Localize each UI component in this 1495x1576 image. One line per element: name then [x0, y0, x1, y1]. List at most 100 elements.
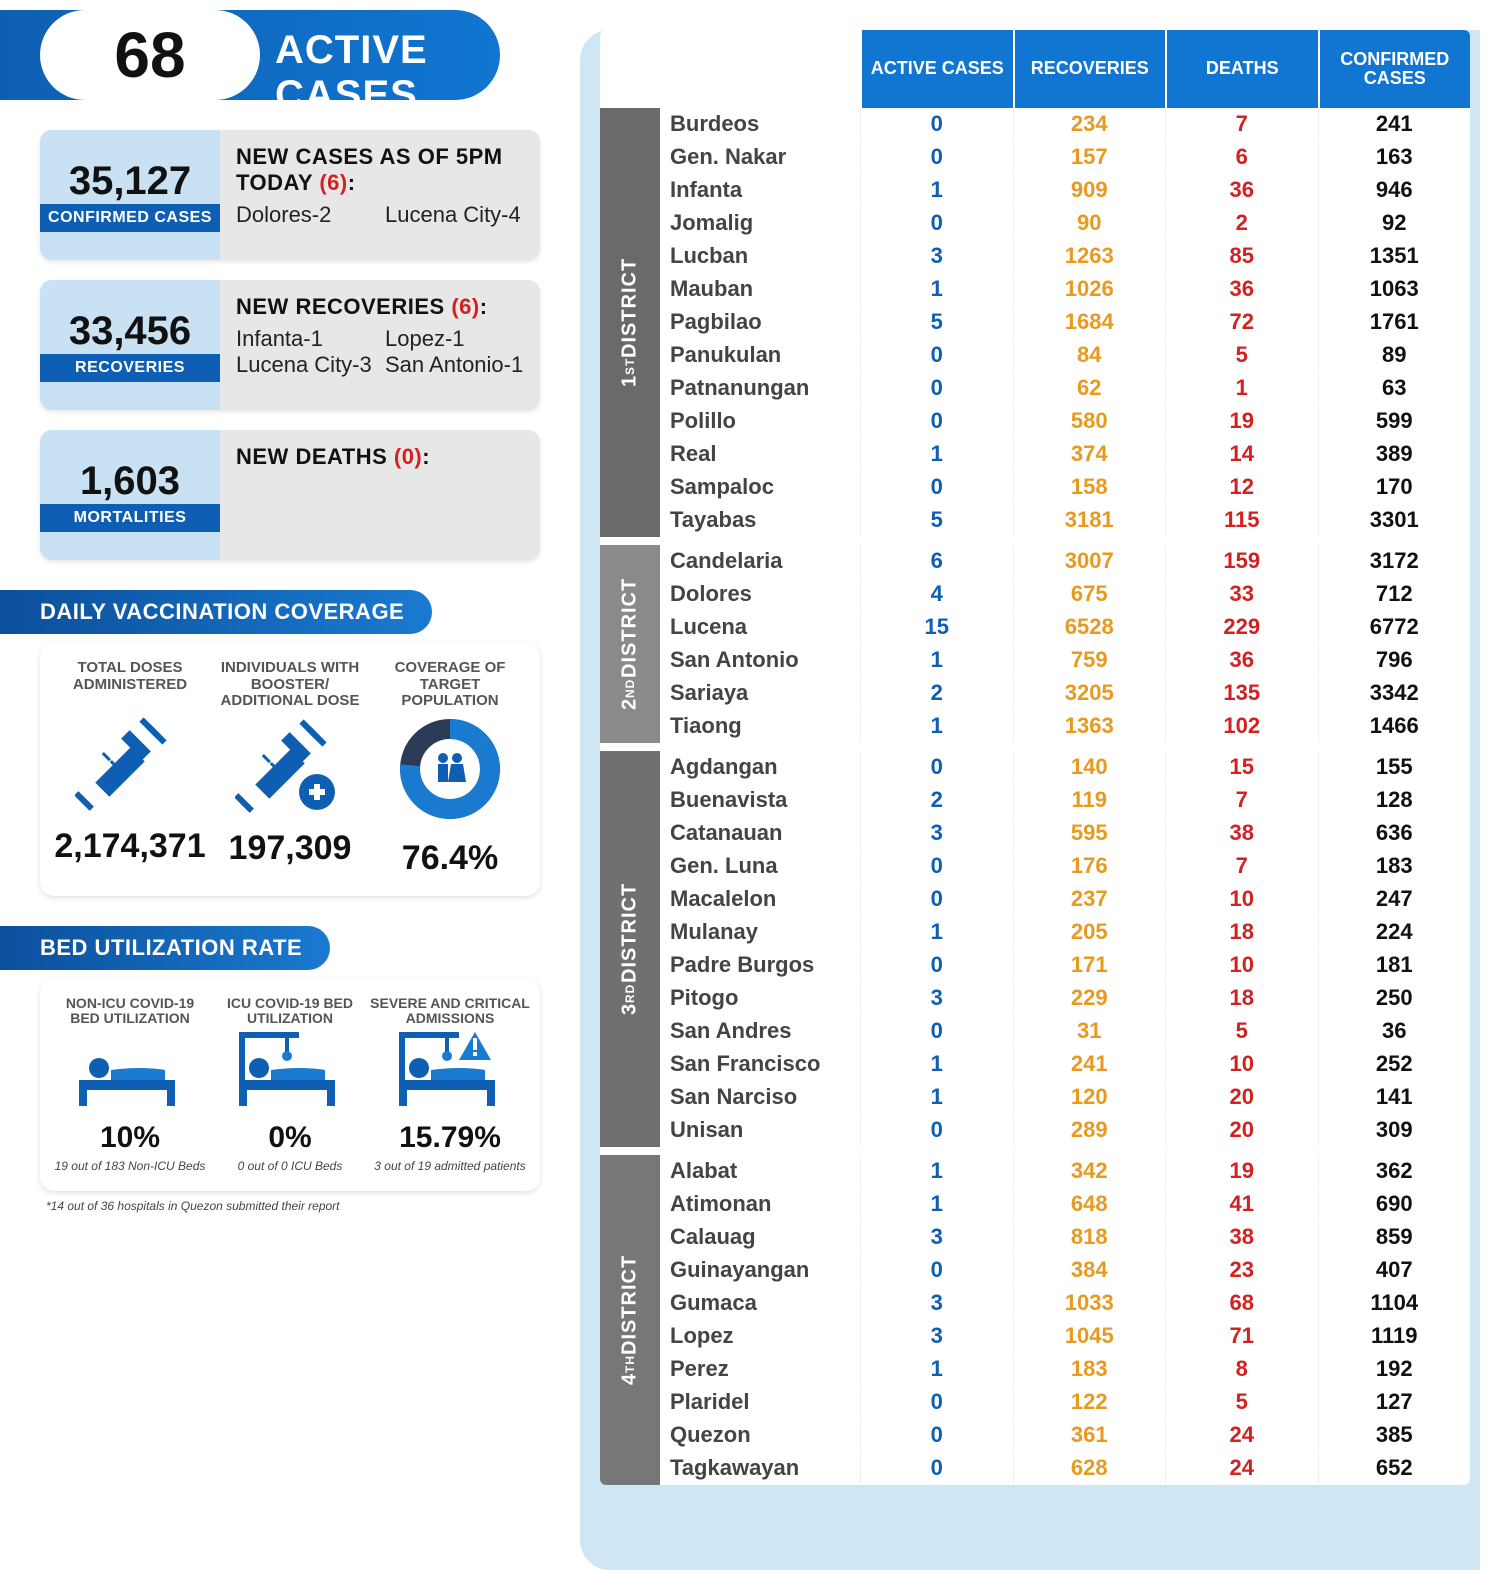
- district-label: 1ST DISTRICT: [600, 108, 660, 537]
- cell-deaths: 20: [1165, 1114, 1318, 1146]
- municipality: San Francisco: [660, 1048, 860, 1080]
- municipality: Real: [660, 438, 860, 470]
- municipality: Perez: [660, 1353, 860, 1385]
- cell-active: 15: [860, 611, 1013, 643]
- cell-confirmed: 36: [1318, 1015, 1471, 1047]
- cell-active: 3: [860, 1221, 1013, 1253]
- cell-active: 1: [860, 1353, 1013, 1385]
- municipality: Burdeos: [660, 108, 860, 140]
- card-items: Infanta-1Lopez-1Lucena City-3San Antonio…: [236, 326, 524, 378]
- vax-value: 2,174,371: [50, 827, 210, 866]
- cell-confirmed: 362: [1318, 1155, 1471, 1187]
- cell-confirmed: 141: [1318, 1081, 1471, 1113]
- card-item: Lopez-1: [385, 326, 524, 352]
- cell-confirmed: 3342: [1318, 677, 1471, 709]
- cell-recoveries: 241: [1013, 1048, 1166, 1080]
- cell-recoveries: 759: [1013, 644, 1166, 676]
- municipality: Panukulan: [660, 339, 860, 371]
- table-row: Lucban 3 1263 85 1351: [660, 240, 1470, 273]
- cell-confirmed: 181: [1318, 949, 1471, 981]
- table-row: Buenavista 2 119 7 128: [660, 784, 1470, 817]
- cell-recoveries: 675: [1013, 578, 1166, 610]
- municipality: Lucena: [660, 611, 860, 643]
- cell-deaths: 5: [1165, 339, 1318, 371]
- bed-value: 0%: [210, 1121, 370, 1155]
- cell-active: 1: [860, 916, 1013, 948]
- cell-confirmed: 309: [1318, 1114, 1471, 1146]
- cell-confirmed: 636: [1318, 817, 1471, 849]
- cell-recoveries: 176: [1013, 850, 1166, 882]
- vax-col: INDIVIDUALS WITH BOOSTER/ ADDITIONAL DOS…: [210, 660, 370, 878]
- table-row: Panukulan 0 84 5 89: [660, 339, 1470, 372]
- cell-confirmed: 946: [1318, 174, 1471, 206]
- cell-active: 0: [860, 883, 1013, 915]
- district-block: 1ST DISTRICT Burdeos 0 234 7 241 Gen. Na…: [600, 108, 1470, 537]
- cell-recoveries: 119: [1013, 784, 1166, 816]
- cell-active: 3: [860, 1287, 1013, 1319]
- card-tag: CONFIRMED CASES: [40, 204, 220, 232]
- cell-confirmed: 63: [1318, 372, 1471, 404]
- municipality: Unisan: [660, 1114, 860, 1146]
- cell-confirmed: 92: [1318, 207, 1471, 239]
- table-row: San Francisco 1 241 10 252: [660, 1048, 1470, 1081]
- bed-sub: 19 out of 183 Non-ICU Beds: [50, 1159, 210, 1173]
- cell-deaths: 18: [1165, 982, 1318, 1014]
- card-title: NEW RECOVERIES (6):: [236, 294, 524, 320]
- cell-active: 5: [860, 306, 1013, 338]
- municipality: Mulanay: [660, 916, 860, 948]
- cell-recoveries: 205: [1013, 916, 1166, 948]
- municipality: Lucban: [660, 240, 860, 272]
- municipality: San Andres: [660, 1015, 860, 1047]
- card-item: San Antonio-1: [385, 352, 524, 378]
- municipality: Gen. Nakar: [660, 141, 860, 173]
- table-row: Pitogo 3 229 18 250: [660, 982, 1470, 1015]
- cell-deaths: 24: [1165, 1452, 1318, 1484]
- cell-deaths: 20: [1165, 1081, 1318, 1113]
- cell-confirmed: 690: [1318, 1188, 1471, 1220]
- cell-deaths: 135: [1165, 677, 1318, 709]
- municipality: Sampaloc: [660, 471, 860, 503]
- cell-active: 6: [860, 545, 1013, 577]
- table-row: San Andres 0 31 5 36: [660, 1015, 1470, 1048]
- bed-icon: [75, 1032, 185, 1112]
- table-row: Perez 1 183 8 192: [660, 1353, 1470, 1386]
- cell-active: 0: [860, 1386, 1013, 1418]
- cell-deaths: 23: [1165, 1254, 1318, 1286]
- cell-confirmed: 1466: [1318, 710, 1471, 742]
- table-row: Quezon 0 361 24 385: [660, 1419, 1470, 1452]
- cell-deaths: 71: [1165, 1320, 1318, 1352]
- cell-deaths: 18: [1165, 916, 1318, 948]
- table-row: Pagbilao 5 1684 72 1761: [660, 306, 1470, 339]
- table-header-cell: CONFIRMED CASES: [1318, 30, 1471, 108]
- cell-confirmed: 652: [1318, 1452, 1471, 1484]
- cell-deaths: 7: [1165, 784, 1318, 816]
- cell-active: 3: [860, 240, 1013, 272]
- cell-deaths: 12: [1165, 471, 1318, 503]
- table-row: Jomalig 0 90 2 92: [660, 207, 1470, 240]
- table-header: ACTIVE CASESRECOVERIESDEATHSCONFIRMED CA…: [600, 30, 1470, 108]
- cell-confirmed: 247: [1318, 883, 1471, 915]
- card-title: NEW CASES AS OF 5PM TODAY (6):: [236, 144, 524, 196]
- vax-value: 197,309: [210, 829, 370, 868]
- cell-confirmed: 241: [1318, 108, 1471, 140]
- table-row: Catanauan 3 595 38 636: [660, 817, 1470, 850]
- municipality: Alabat: [660, 1155, 860, 1187]
- card-item: Infanta-1: [236, 326, 375, 352]
- municipality: Atimonan: [660, 1188, 860, 1220]
- cell-deaths: 15: [1165, 751, 1318, 783]
- table-row: Mulanay 1 205 18 224: [660, 916, 1470, 949]
- cell-confirmed: 1351: [1318, 240, 1471, 272]
- bed-sub: 3 out of 19 admitted patients: [370, 1159, 530, 1173]
- cell-confirmed: 1761: [1318, 306, 1471, 338]
- cell-recoveries: 90: [1013, 207, 1166, 239]
- cell-deaths: 10: [1165, 1048, 1318, 1080]
- cell-active: 0: [860, 108, 1013, 140]
- municipality: Pagbilao: [660, 306, 860, 338]
- table-row: Plaridel 0 122 5 127: [660, 1386, 1470, 1419]
- card-item: Dolores-2: [236, 202, 375, 228]
- cell-active: 4: [860, 578, 1013, 610]
- table-row: Tagkawayan 0 628 24 652: [660, 1452, 1470, 1485]
- cell-deaths: 38: [1165, 1221, 1318, 1253]
- bed-section: BED UTILIZATION RATE NON-ICU COVID-19 BE…: [0, 926, 560, 1213]
- table-row: Mauban 1 1026 36 1063: [660, 273, 1470, 306]
